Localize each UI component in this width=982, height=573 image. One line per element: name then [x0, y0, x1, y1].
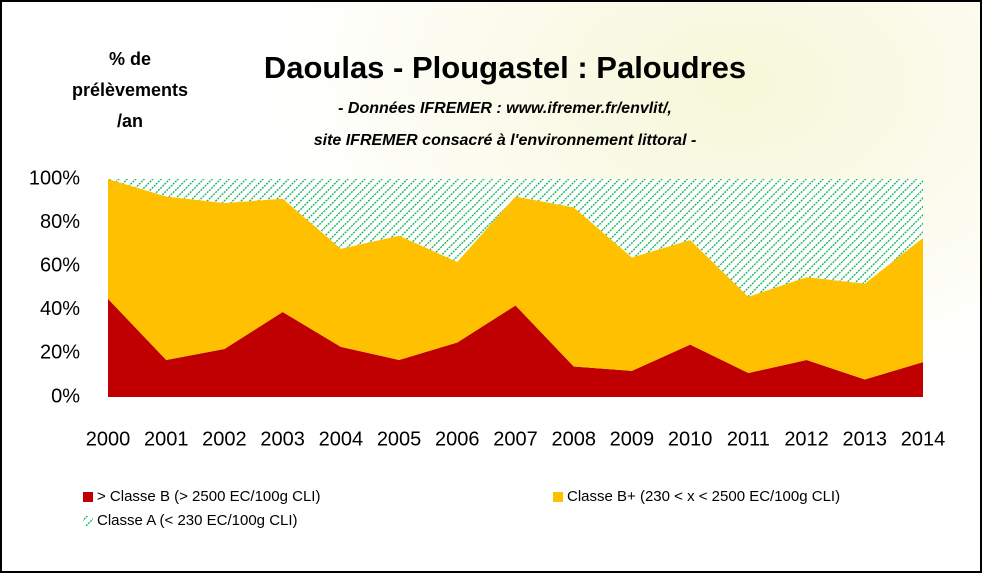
legend-swatch	[83, 492, 93, 502]
x-tick-label: 2007	[493, 428, 538, 450]
x-tick-label: 2005	[377, 428, 422, 450]
x-tick-label: 2011	[727, 428, 770, 450]
y-axis-label: % de prélèvements /an	[60, 44, 200, 137]
x-tick-label: 2014	[901, 428, 946, 450]
y-tick-label: 20%	[40, 342, 80, 364]
legend-swatch	[553, 492, 563, 502]
x-tick-label: 2003	[260, 428, 305, 450]
legend-swatch	[83, 516, 93, 526]
x-tick-label: 2010	[668, 428, 713, 450]
x-tick-label: 2012	[784, 428, 829, 450]
subtitle: site IFREMER consacré à l'environnement …	[314, 132, 697, 149]
x-tick-label: 2008	[551, 428, 596, 450]
chart-title: Daoulas - Plougastel : Paloudres	[264, 50, 746, 85]
x-tick-label: 2002	[202, 428, 247, 450]
x-tick-label: 2006	[435, 428, 480, 450]
y-tick-label: 0%	[51, 385, 80, 407]
y-tick-label: 40%	[40, 298, 80, 320]
x-tick-label: 2000	[86, 428, 131, 450]
y-tick-label: 80%	[40, 211, 80, 233]
legend-label: Classe A (< 230 EC/100g CLI)	[97, 512, 298, 529]
y-tick-label: 60%	[40, 254, 80, 276]
x-tick-label: 2004	[319, 428, 364, 450]
y-tick-label: 100%	[29, 167, 80, 189]
x-tick-label: 2009	[610, 428, 655, 450]
legend-label: Classe B+ (230 < x < 2500 EC/100g CLI)	[567, 488, 840, 505]
x-tick-label: 2013	[843, 428, 888, 450]
legend-label: > Classe B (> 2500 EC/100g CLI)	[97, 488, 320, 505]
x-tick-label: 2001	[144, 428, 189, 450]
chart-page: Daoulas - Plougastel : Paloudres - Donné…	[0, 0, 982, 573]
subtitle: - Données IFREMER : www.ifremer.fr/envli…	[338, 100, 672, 117]
